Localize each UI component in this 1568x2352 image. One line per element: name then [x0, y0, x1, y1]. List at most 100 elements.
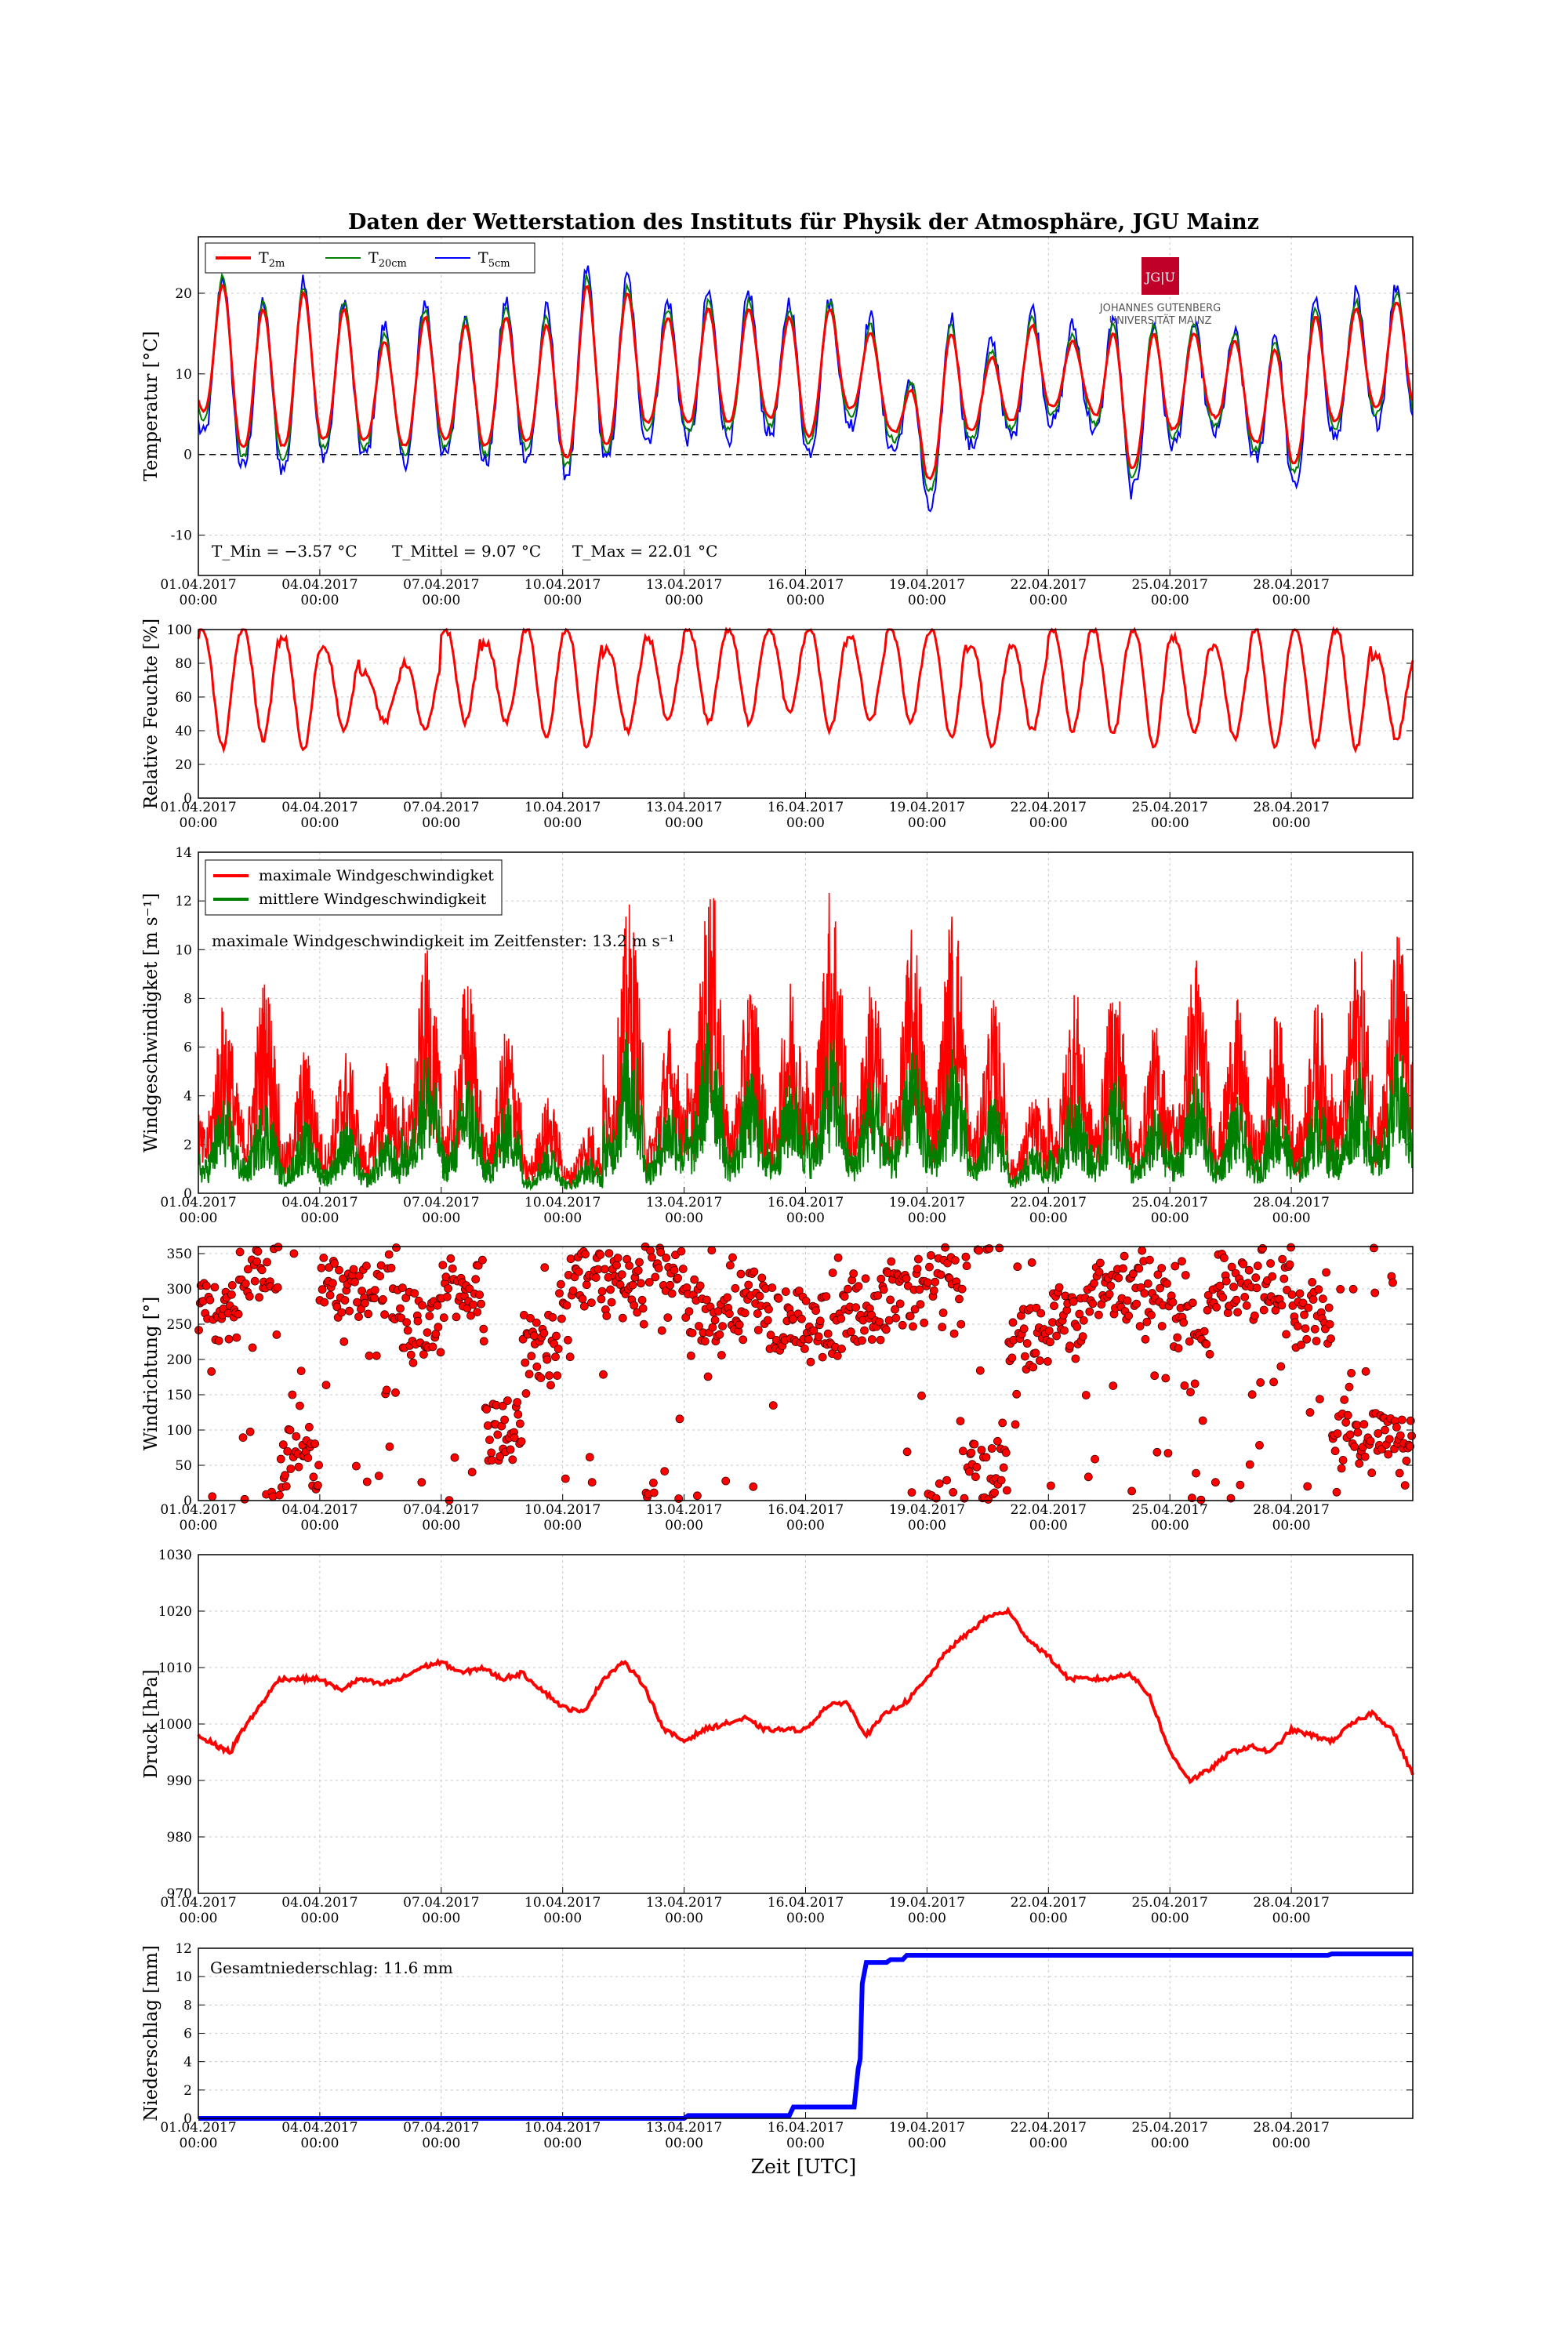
- x-tick-label: 04.04.2017: [281, 1895, 358, 1911]
- wind-direction-point: [1050, 1301, 1058, 1311]
- wind-direction-point: [1145, 1255, 1154, 1265]
- y-axis-label: Temperatur [°C]: [141, 331, 162, 481]
- wind-direction-point: [674, 1494, 684, 1503]
- x-tick-label: 00:00: [1272, 2136, 1311, 2151]
- wind-direction-point: [564, 1335, 572, 1345]
- x-tick-label: 28.04.2017: [1253, 1895, 1329, 1911]
- wind-direction-point: [240, 1494, 249, 1504]
- legend-box: [205, 242, 535, 274]
- wind-direction-point: [877, 1274, 886, 1283]
- wind-direction-point: [755, 1291, 764, 1301]
- x-tick-label: 00:00: [1029, 1210, 1068, 1226]
- wind-direction-point: [438, 1261, 448, 1269]
- wind-direction-point: [687, 1351, 695, 1360]
- wind-direction-point: [272, 1330, 281, 1339]
- x-tick-label: 00:00: [543, 1911, 582, 1926]
- wind-direction-point: [601, 1265, 609, 1274]
- wind-direction-point: [235, 1247, 245, 1257]
- wind-direction-point: [597, 1294, 606, 1304]
- y-tick-label: 12: [175, 1941, 192, 1957]
- wind-direction-point: [309, 1472, 318, 1482]
- wind-direction-point: [263, 1258, 272, 1267]
- y-axis-label: Druck [hPa]: [141, 1669, 162, 1778]
- wind-direction-point: [1333, 1429, 1342, 1438]
- wind-direction-point: [1153, 1270, 1163, 1279]
- wind-direction-point: [286, 1465, 296, 1473]
- wind-direction-point: [345, 1306, 354, 1316]
- wind-direction-point: [1406, 1442, 1415, 1451]
- x-tick-label: 04.04.2017: [281, 1502, 358, 1518]
- wind-direction-point: [1303, 1482, 1312, 1491]
- wind-direction-point: [628, 1280, 637, 1290]
- wind-direction-point: [602, 1312, 612, 1320]
- temperature-stat: T_Max = 22.01 °C: [572, 542, 717, 561]
- wind-direction-point: [1178, 1257, 1186, 1266]
- wind-direction-point: [232, 1333, 241, 1342]
- wind-direction-point: [1314, 1285, 1323, 1294]
- wind-direction-point: [1200, 1327, 1209, 1336]
- wind-direction-point: [1300, 1310, 1308, 1319]
- wind-direction-point: [1332, 1487, 1341, 1497]
- wind-direction-point: [881, 1325, 891, 1334]
- wind-direction-point: [861, 1274, 870, 1283]
- wind-direction-point: [1186, 1388, 1195, 1397]
- wind-direction-point: [920, 1318, 929, 1327]
- wind-direction-point: [1381, 1425, 1389, 1435]
- wind-direction-point: [1048, 1318, 1057, 1327]
- wind-direction-point: [1343, 1410, 1352, 1420]
- legend-label: maximale Windgeschwindigket: [259, 867, 494, 884]
- wind-direction-point: [1319, 1294, 1327, 1303]
- wind-direction-point: [925, 1262, 934, 1272]
- wind-direction-point: [448, 1264, 457, 1273]
- x-tick-label: 00:00: [1029, 815, 1068, 831]
- wind-direction-point: [1247, 1390, 1257, 1399]
- wind-direction-point: [408, 1358, 418, 1367]
- wind-direction-point: [510, 1433, 519, 1443]
- wind-direction-point: [351, 1461, 361, 1471]
- x-tick-label: 28.04.2017: [1253, 2120, 1329, 2136]
- wind-direction-point: [1345, 1382, 1354, 1392]
- wind-direction-point: [1269, 1377, 1278, 1387]
- logo-square: [1142, 257, 1179, 295]
- wind-direction-point: [482, 1405, 492, 1414]
- wind-direction-point: [638, 1304, 648, 1313]
- wind-direction-point: [942, 1475, 951, 1485]
- wind-direction-point: [418, 1301, 426, 1310]
- x-tick-label: 00:00: [1029, 593, 1068, 608]
- wind-direction-point: [1090, 1279, 1098, 1288]
- wind-direction-point: [1285, 1260, 1294, 1269]
- wind-direction-point: [1109, 1381, 1118, 1390]
- wind-direction-point: [339, 1337, 349, 1346]
- wind-direction-point: [253, 1247, 263, 1256]
- wind-direction-point: [350, 1277, 359, 1287]
- x-tick-label: 00:00: [786, 2136, 825, 2151]
- x-tick-label: 00:00: [665, 593, 703, 608]
- wind-direction-point: [1215, 1281, 1225, 1290]
- wind-direction-point: [764, 1305, 773, 1314]
- wind-direction-point: [596, 1250, 605, 1259]
- wind-direction-point: [274, 1490, 284, 1500]
- x-tick-label: 00:00: [1151, 1911, 1189, 1926]
- wind-direction-point: [1277, 1301, 1287, 1310]
- wind-direction-point: [1252, 1283, 1261, 1293]
- wind-direction-point: [967, 1448, 976, 1457]
- wind-direction-point: [847, 1327, 855, 1337]
- x-tick-label: 10.04.2017: [524, 800, 601, 815]
- wind-direction-point: [1179, 1318, 1189, 1327]
- y-tick-label: 250: [167, 1317, 192, 1333]
- wind-direction-point: [1027, 1258, 1036, 1267]
- y-tick-label: 2: [183, 2083, 192, 2099]
- wind-direction-point: [1341, 1417, 1351, 1427]
- wind-direction-point: [210, 1283, 220, 1292]
- wind-direction-point: [1096, 1258, 1105, 1268]
- logo-mark: JG|U: [1144, 270, 1175, 285]
- wind-direction-point: [815, 1316, 825, 1326]
- wind-direction-point: [1156, 1283, 1164, 1293]
- wind-direction-point: [536, 1374, 546, 1382]
- wind-direction-point: [1140, 1289, 1149, 1298]
- x-tick-label: 19.04.2017: [889, 800, 965, 815]
- wind-direction-point: [1259, 1305, 1269, 1315]
- wind-direction-point: [419, 1350, 428, 1359]
- wind-direction-point: [314, 1461, 324, 1470]
